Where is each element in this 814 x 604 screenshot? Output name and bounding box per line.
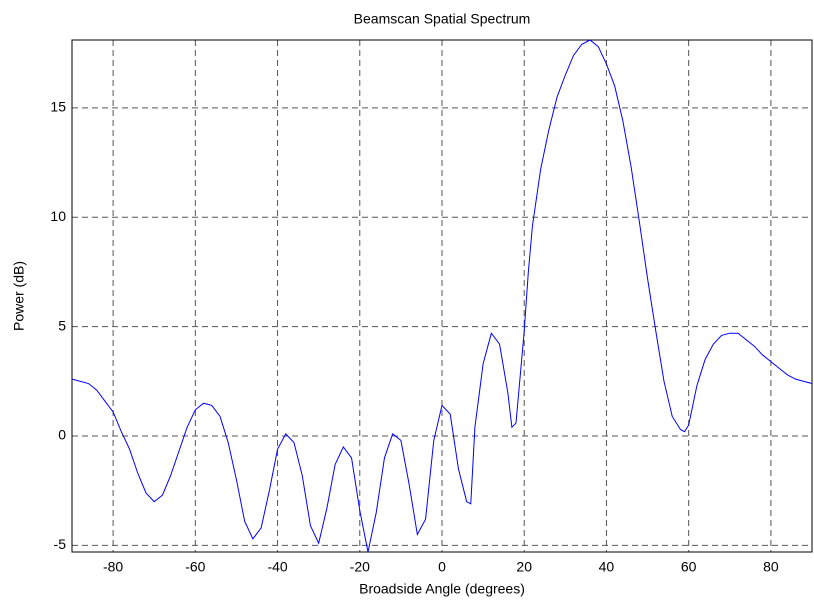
y-tick-label: 15 xyxy=(50,99,66,115)
x-tick-label: -60 xyxy=(185,559,205,575)
data-line xyxy=(71,39,813,553)
x-tick-label: -80 xyxy=(103,559,123,575)
x-tick-label: -20 xyxy=(350,559,370,575)
x-tick-label: 60 xyxy=(681,559,697,575)
x-tick-label: 20 xyxy=(516,559,532,575)
y-tick-label: 10 xyxy=(50,208,66,224)
x-axis-label: Broadside Angle (degrees) xyxy=(359,581,525,597)
y-tick-label: 5 xyxy=(58,317,66,333)
x-tick-label: 40 xyxy=(599,559,615,575)
y-tick-label: -5 xyxy=(54,536,67,552)
chart-title: Beamscan Spatial Spectrum xyxy=(354,11,531,27)
plot-frame xyxy=(71,39,813,553)
y-tick-label: 0 xyxy=(58,427,66,443)
x-tick-label: 80 xyxy=(763,559,779,575)
x-tick-label: -40 xyxy=(267,559,287,575)
x-tick-label: 0 xyxy=(438,559,446,575)
y-axis-label: Power (dB) xyxy=(11,261,27,331)
